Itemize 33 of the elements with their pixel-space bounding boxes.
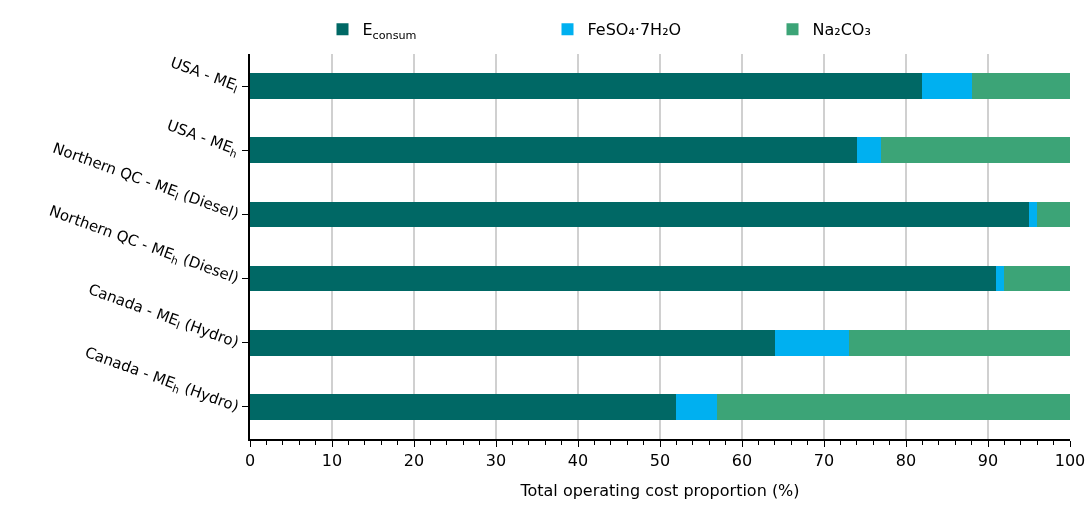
bar xyxy=(250,329,775,356)
bar xyxy=(856,137,882,164)
bar xyxy=(250,137,857,164)
bar xyxy=(922,73,972,99)
bar xyxy=(996,265,1005,292)
bar xyxy=(774,329,849,356)
bar xyxy=(717,394,1070,420)
x-tick-label: 90 xyxy=(977,451,999,471)
x-tick-label: 20 xyxy=(403,451,425,471)
x-tick-label: 30 xyxy=(485,451,507,471)
x-tick-label: 80 xyxy=(895,451,917,471)
x-tick-label: 100 xyxy=(1054,451,1086,471)
legend-label: FeSO₄·7H₂O xyxy=(587,20,682,40)
x-tick-label: 70 xyxy=(813,451,835,471)
x-tick-label: 50 xyxy=(649,451,671,471)
bar xyxy=(250,394,677,420)
bar xyxy=(250,265,997,292)
x-tick-label: 0 xyxy=(244,451,256,471)
bar xyxy=(250,201,1029,228)
x-tick-label: 60 xyxy=(731,451,753,471)
bar xyxy=(250,73,923,99)
bar xyxy=(971,73,1070,99)
legend-label: E$_{consum}$ xyxy=(362,20,417,42)
bar xyxy=(881,137,1070,164)
bar xyxy=(1029,201,1038,228)
bar xyxy=(848,329,1070,356)
x-axis-title: Total operating cost proportion (%) xyxy=(519,481,800,501)
bar xyxy=(1004,265,1070,292)
x-tick-label: 10 xyxy=(321,451,343,471)
bar xyxy=(1037,201,1070,228)
bar xyxy=(676,394,718,420)
x-tick-label: 40 xyxy=(567,451,589,471)
legend-label: Na₂CO₃ xyxy=(812,20,871,40)
